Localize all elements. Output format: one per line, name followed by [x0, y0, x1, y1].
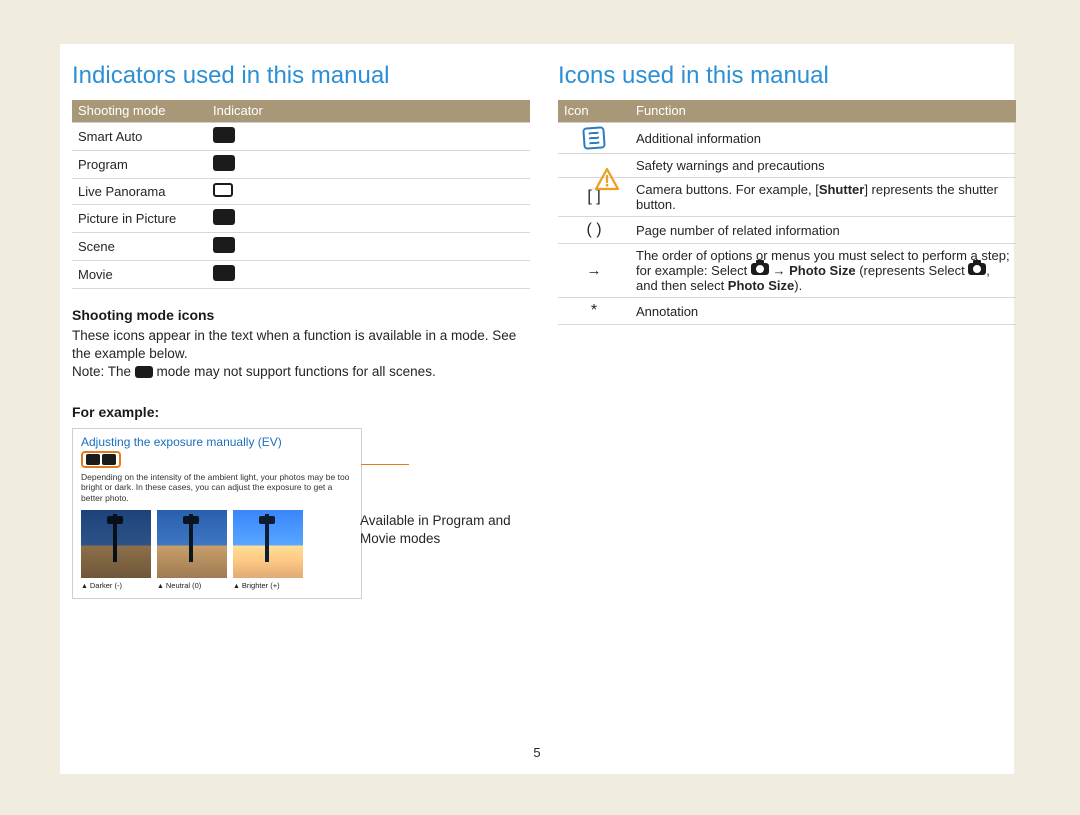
parens-icon: ( ) [586, 221, 601, 238]
example-title: Adjusting the exposure manually (EV) [81, 435, 353, 449]
for-example-heading: For example: [72, 404, 530, 420]
info-icon [582, 126, 605, 149]
shooting-mode-icons-body: These icons appear in the text when a fu… [72, 327, 530, 363]
table-row: [ ] Camera buttons. For example, [Shutte… [558, 178, 1016, 217]
table-row: → The order of options or menus you must… [558, 244, 1016, 298]
mode-cell: Smart Auto [72, 123, 207, 151]
icons-heading: Icons used in this manual [558, 62, 1016, 90]
left-column: Indicators used in this manual Shooting … [72, 62, 530, 774]
table-row: Scene [72, 233, 530, 261]
indicators-heading: Indicators used in this manual [72, 62, 530, 90]
right-column: Icons used in this manual Icon Function … [558, 62, 1016, 774]
mode-cell: Live Panorama [72, 179, 207, 205]
function-cell: Safety warnings and precautions [630, 154, 1016, 178]
bold-photo-size: Photo Size [789, 263, 855, 278]
col-icon: Icon [558, 100, 630, 123]
shooting-mode-icons-heading: Shooting mode icons [72, 307, 530, 323]
icon-cell [558, 154, 630, 178]
table-row: ( ) Page number of related information [558, 217, 1016, 244]
thumb-caption: Neutral (0) [157, 581, 227, 590]
scene-icon [213, 237, 235, 253]
callout-text: Available in Program and Movie modes [360, 512, 515, 548]
manual-page: Indicators used in this manual Shooting … [60, 44, 1014, 774]
example-box: Adjusting the exposure manually (EV) Dep… [72, 428, 362, 599]
movie-icon [213, 265, 235, 281]
text-part: (represents Select [856, 263, 969, 278]
page-number: 5 [60, 745, 1014, 760]
indicator-cell [207, 233, 530, 261]
icons-table: Icon Function Additional information Saf… [558, 100, 1016, 325]
thumb-brighter: Brighter (+) [233, 510, 303, 590]
table-row: Additional information [558, 123, 1016, 154]
col-shooting-mode: Shooting mode [72, 100, 207, 123]
mode-cell: Scene [72, 233, 207, 261]
bold-photo-size: Photo Size [728, 278, 794, 293]
camera-inline-icon [751, 263, 769, 275]
function-cell: Page number of related information [630, 217, 1016, 244]
function-cell: The order of options or menus you must s… [630, 244, 1016, 298]
icon-cell [558, 123, 630, 154]
indicator-cell [207, 261, 530, 289]
example-mode-icons-highlight [81, 451, 121, 468]
mode-cell: Program [72, 151, 207, 179]
indicator-cell [207, 205, 530, 233]
function-cell: Additional information [630, 123, 1016, 154]
camera-inline-icon [968, 263, 986, 275]
note-prefix: Note: The [72, 364, 135, 379]
text-part: ). [794, 278, 802, 293]
table-row: Smart Auto [72, 123, 530, 151]
icon-cell: ( ) [558, 217, 630, 244]
function-cell: Camera buttons. For example, [Shutter] r… [630, 178, 1016, 217]
thumb-image [157, 510, 227, 578]
thumb-neutral: Neutral (0) [157, 510, 227, 590]
table-row: Picture in Picture [72, 205, 530, 233]
asterisk-icon: * [591, 302, 597, 319]
col-function: Function [630, 100, 1016, 123]
table-row: * Annotation [558, 298, 1016, 325]
table-header-row: Icon Function [558, 100, 1016, 123]
thumb-caption: Darker (-) [81, 581, 151, 590]
icon-cell: → [558, 244, 630, 298]
text-part: Camera buttons. For example, [ [636, 182, 819, 197]
panorama-icon [213, 183, 233, 197]
shooting-mode-table: Shooting mode Indicator Smart Auto Progr… [72, 100, 530, 289]
mode-cell: Movie [72, 261, 207, 289]
arrow-icon: → [587, 262, 602, 279]
table-row: Movie [72, 261, 530, 289]
example-description: Depending on the intensity of the ambien… [81, 472, 353, 504]
table-header-row: Shooting mode Indicator [72, 100, 530, 123]
table-row: Safety warnings and precautions [558, 154, 1016, 178]
scene-inline-icon [135, 366, 153, 378]
indicator-cell [207, 179, 530, 205]
program-mini-icon [86, 454, 100, 465]
text-part: → [769, 263, 789, 278]
thumb-image [81, 510, 151, 578]
movie-mini-icon [102, 454, 116, 465]
table-row: Live Panorama [72, 179, 530, 205]
mode-cell: Picture in Picture [72, 205, 207, 233]
indicator-cell [207, 123, 530, 151]
function-cell: Annotation [630, 298, 1016, 325]
indicator-cell [207, 151, 530, 179]
table-row: Program [72, 151, 530, 179]
thumb-caption: Brighter (+) [233, 581, 303, 590]
shooting-mode-icons-note: Note: The mode may not support functions… [72, 363, 530, 381]
thumb-image [233, 510, 303, 578]
note-suffix: mode may not support functions for all s… [153, 364, 436, 379]
bold-shutter: Shutter [819, 182, 865, 197]
callout-line [361, 464, 409, 465]
program-icon [213, 155, 235, 171]
pip-icon [213, 209, 235, 225]
thumb-darker: Darker (-) [81, 510, 151, 590]
example-thumbs: Darker (-) Neutral (0) Brighter (+) [81, 510, 353, 590]
col-indicator: Indicator [207, 100, 530, 123]
smart-auto-icon [213, 127, 235, 143]
icon-cell: * [558, 298, 630, 325]
